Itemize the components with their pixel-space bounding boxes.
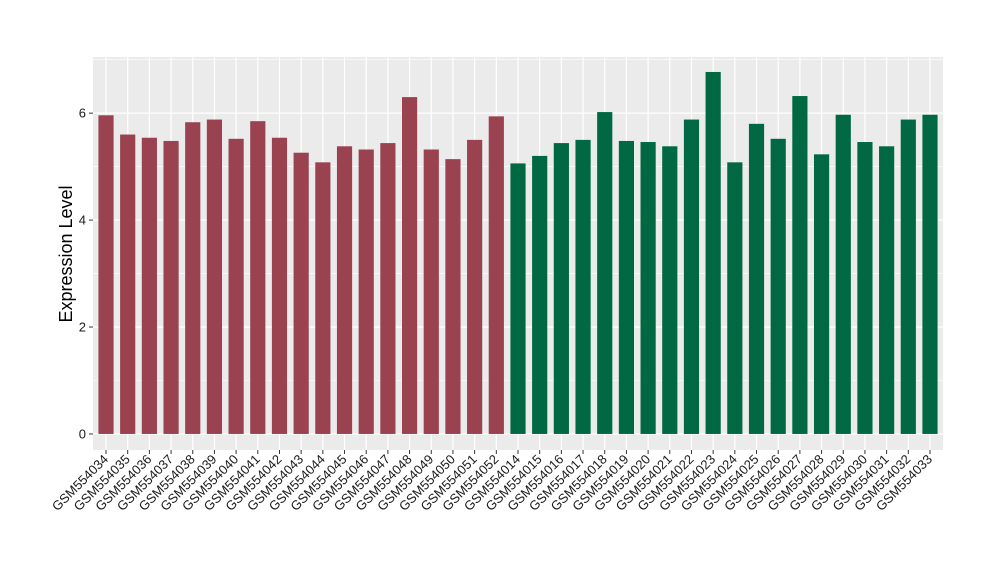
bar	[358, 149, 374, 434]
bar	[813, 154, 830, 434]
y-tick-label: 6	[79, 106, 86, 121]
y-tick-label: 0	[79, 426, 86, 441]
bar	[727, 162, 743, 434]
bar	[228, 138, 244, 434]
bar	[206, 119, 223, 434]
bar	[857, 142, 873, 434]
bar	[401, 97, 418, 434]
bar	[380, 143, 396, 434]
bar	[879, 146, 895, 434]
bar	[705, 71, 721, 434]
bar	[488, 116, 504, 434]
bar	[922, 114, 938, 434]
bar	[640, 142, 656, 434]
bar	[900, 119, 916, 434]
bar	[315, 162, 331, 434]
bar	[445, 159, 461, 434]
x-axis: GSM554034GSM554035GSM554036GSM554037GSM5…	[49, 450, 935, 514]
bar	[293, 152, 309, 434]
bar	[532, 155, 548, 434]
bar	[618, 140, 635, 434]
bar	[748, 123, 765, 434]
bar	[336, 146, 353, 434]
bar	[185, 122, 201, 434]
y-axis-title: Expression Level	[56, 185, 76, 322]
bar	[835, 114, 851, 434]
bar	[770, 138, 786, 434]
bar	[683, 119, 700, 434]
bar	[575, 139, 591, 434]
bar	[792, 96, 808, 434]
bars	[98, 71, 938, 434]
bar	[271, 137, 288, 434]
bar	[98, 115, 114, 434]
bar	[553, 143, 569, 434]
bar	[662, 146, 678, 434]
y-tick-label: 2	[79, 320, 86, 335]
bar	[120, 134, 136, 434]
bar	[163, 140, 179, 434]
bar	[141, 137, 157, 434]
y-axis: 0 2 4 6	[79, 106, 93, 441]
bar	[423, 149, 439, 434]
bar	[250, 121, 266, 434]
bar	[467, 139, 483, 434]
y-tick-label: 4	[79, 213, 86, 228]
bar	[510, 163, 526, 434]
bar	[597, 112, 613, 434]
